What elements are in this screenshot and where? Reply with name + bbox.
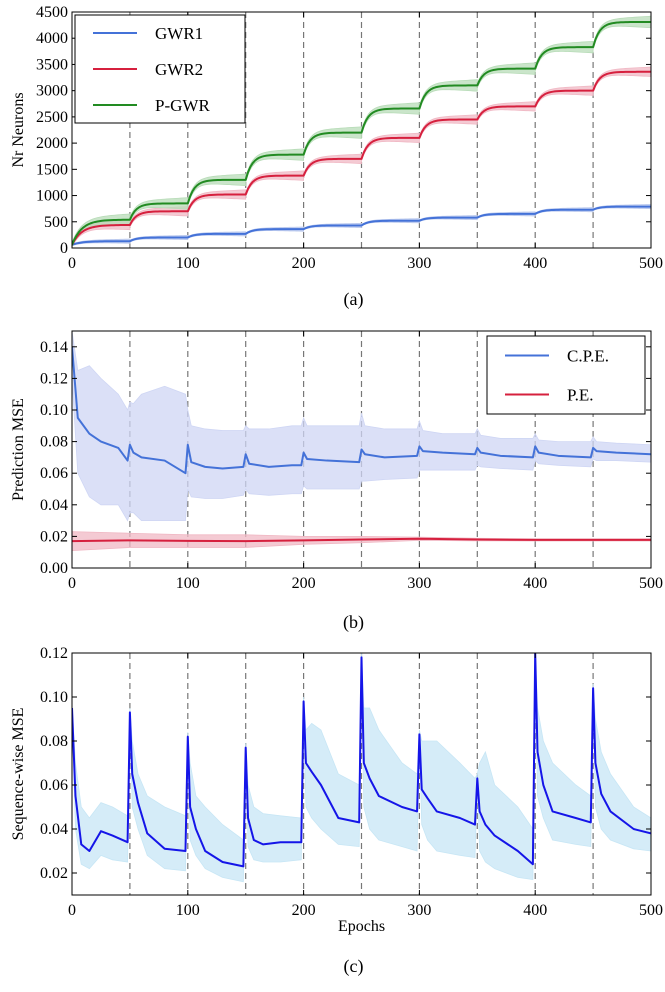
y-tick-label: 3500 (36, 56, 68, 73)
y-tick-label: 2500 (36, 109, 68, 126)
legend: GWR1 GWR2 P-GWR (74, 14, 246, 124)
x-tick-label: 400 (523, 902, 547, 919)
y-tick-label: 0.06 (40, 465, 68, 482)
legend-entry: GWR1 (155, 24, 203, 43)
y-tick-label: 2000 (36, 135, 68, 152)
x-tick-label: 300 (407, 255, 431, 272)
y-tick-label: 0.10 (40, 402, 68, 419)
y-tick-label: 0.12 (40, 370, 68, 387)
y-axis-label: Sequence-wise MSE (10, 708, 27, 841)
series-line-p-e- (72, 537, 651, 543)
series-band-c-p-e- (72, 331, 651, 522)
series-line-p-gwr (72, 20, 651, 246)
x-tick-label: 500 (639, 255, 663, 272)
y-tick-label: 1500 (36, 161, 68, 178)
panel-label: (c) (344, 956, 364, 977)
axes-frame (71, 11, 652, 249)
plot-area (72, 12, 651, 248)
legend-entry: GWR2 (155, 60, 203, 79)
axes-frame (71, 330, 652, 569)
y-axis-label: Nr Neurons (10, 92, 27, 167)
y-tick-label: 0.10 (40, 689, 68, 706)
x-tick-label: 400 (523, 575, 547, 592)
panel-label: (b) (343, 612, 364, 633)
series-line-c-p-e- (72, 346, 651, 475)
x-tick-label: 200 (292, 575, 316, 592)
chart-panel-1: 0 100 200 300 400 500 0 500 1000 1500 2000 2500 3000… (10, 4, 663, 310)
y-tick-label: 0.02 (40, 865, 68, 882)
panel-label: (a) (344, 289, 364, 310)
y-axis-label: Prediction MSE (10, 398, 27, 501)
y-tick-label: 4500 (36, 4, 68, 21)
y-tick-label: 4000 (36, 30, 68, 47)
series-line-gwr2 (72, 70, 651, 246)
x-tick-label: 100 (176, 255, 200, 272)
y-tick-label: 0.00 (40, 560, 68, 577)
y-tick-label: 1000 (36, 188, 68, 205)
y-tick-label: 3000 (36, 83, 68, 100)
x-tick-label: 200 (292, 902, 316, 919)
chart-panel-2: 0 100 200 300 400 500 0.00 0.02 0.04 0.06 0.08 0.10… (10, 330, 663, 633)
legend-box (486, 335, 646, 415)
x-tick-label: 0 (68, 255, 76, 272)
y-tick-label: 0.06 (40, 777, 68, 794)
x-tick-label: 0 (68, 902, 76, 919)
x-axis-label: Epochs (338, 918, 385, 935)
series-line-main (72, 653, 651, 868)
series-line-gwr1 (72, 205, 651, 246)
x-tick-label: 400 (523, 255, 547, 272)
legend-entry: P.E. (567, 386, 593, 405)
series-band-p-e- (72, 531, 651, 552)
y-tick-label: 500 (44, 214, 68, 231)
y-tick-label: 0.08 (40, 434, 68, 451)
y-tick-label: 0 (60, 240, 68, 257)
x-tick-label: 500 (639, 575, 663, 592)
x-tick-label: 200 (292, 255, 316, 272)
y-tick-label: 0.02 (40, 528, 68, 545)
x-tick-label: 500 (639, 902, 663, 919)
legend-entry: C.P.E. (567, 347, 609, 366)
axes-frame (71, 652, 652, 896)
x-tick-label: 300 (407, 902, 431, 919)
y-tick-label: 0.08 (40, 733, 68, 750)
y-tick-label: 0.14 (40, 339, 68, 356)
legend-entry: P-GWR (155, 96, 210, 115)
chart-panel-3: 0 100 200 300 400 500 0.02 0.04 0.06 0.08 0.10 0.12… (10, 645, 663, 977)
x-tick-label: 300 (407, 575, 431, 592)
plot-area (72, 653, 651, 895)
x-tick-label: 100 (176, 575, 200, 592)
y-tick-label: 0.04 (40, 497, 68, 514)
x-tick-label: 100 (176, 902, 200, 919)
y-tick-label: 0.04 (40, 821, 68, 838)
y-tick-label: 0.12 (40, 645, 68, 662)
plot-area (72, 331, 651, 568)
x-tick-label: 0 (68, 575, 76, 592)
legend: C.P.E. P.E. (486, 335, 646, 415)
